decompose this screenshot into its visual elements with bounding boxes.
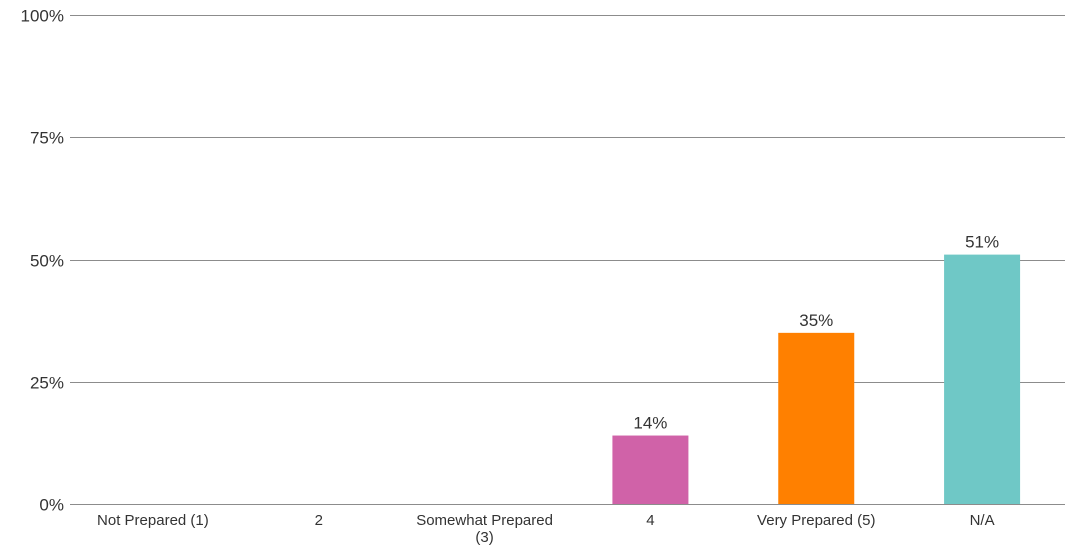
y-tick-label: 25% <box>30 374 64 393</box>
x-category-label: Very Prepared (5) <box>757 512 875 529</box>
data-label: 35% <box>799 311 833 330</box>
x-axis-category-labels: Not Prepared (1) 2 Somewhat Prepared (3) 4 Ve… <box>97 512 995 546</box>
y-tick-label: 75% <box>30 129 64 148</box>
x-category-label: N/A <box>970 512 995 529</box>
bars <box>612 254 1021 504</box>
y-tick-label: 50% <box>30 252 64 271</box>
y-tick-label: 0% <box>39 496 64 515</box>
data-label: 14% <box>633 414 667 433</box>
x-category-label: 4 <box>646 512 654 529</box>
x-category-label: 2 <box>315 512 323 529</box>
data-labels: 14% 35% 51% <box>633 233 999 433</box>
y-axis-tick-labels: 0% 25% 50% 75% 100% <box>21 7 64 515</box>
gridlines <box>70 15 1065 505</box>
x-category-label: Somewhat Prepared (3) <box>416 512 553 546</box>
bar-6 <box>944 254 1021 504</box>
bar-4 <box>612 435 689 504</box>
x-category-label: Not Prepared (1) <box>97 512 209 529</box>
data-label: 51% <box>965 233 999 252</box>
y-tick-label: 100% <box>21 7 64 26</box>
bar-5 <box>778 332 855 504</box>
